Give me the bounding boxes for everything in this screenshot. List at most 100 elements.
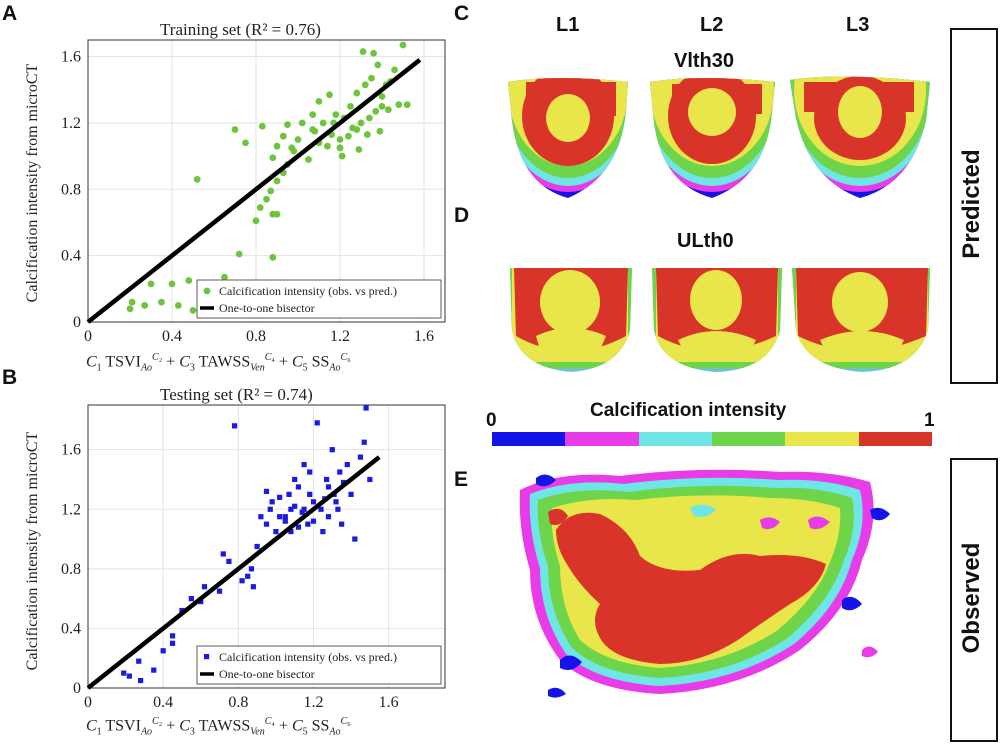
bisector-line: [86, 455, 381, 690]
data-point: [258, 122, 266, 130]
colorbar-segment-4: [785, 432, 859, 446]
data-point: [325, 484, 332, 490]
data-point: [337, 469, 343, 475]
data-point: [269, 499, 275, 505]
data-point: [399, 41, 407, 49]
data-point: [325, 514, 332, 520]
data-point: [378, 93, 386, 100]
data-point: [292, 476, 298, 483]
data-point: [335, 506, 341, 512]
data-point: [298, 119, 306, 127]
data-point: [357, 119, 365, 127]
x-tick-label: 0.8: [246, 328, 266, 345]
data-point: [269, 154, 277, 162]
data-point: [169, 633, 176, 639]
data-point: [226, 558, 232, 564]
data-point: [292, 503, 298, 509]
leaflet-l3-ulth0: [792, 268, 930, 372]
data-point: [136, 658, 142, 664]
data-point: [324, 476, 330, 483]
data-point: [324, 142, 331, 150]
data-point: [307, 469, 313, 475]
data-point: [263, 488, 270, 494]
data-point: [273, 142, 281, 150]
data-point: [282, 514, 288, 520]
data-point: [235, 250, 243, 258]
colorbar-segment-2: [638, 432, 712, 446]
data-point: [258, 514, 264, 520]
legend-label-points: Calcification intensity (obs. vs pred.): [219, 650, 397, 664]
plot-frame: [87, 39, 446, 323]
leaflet-l2-ulth0: [652, 268, 782, 372]
data-point: [128, 298, 136, 306]
predicted-label: Predicted: [958, 149, 985, 259]
data-point: [355, 146, 363, 153]
data-point: [231, 126, 239, 133]
chart-b-xlabel: C1 TSVIAoC₂ + C3 TAWSSVenC₄ + C5 SSAoC₆: [86, 716, 351, 738]
panel-label-a: A: [2, 2, 18, 25]
panel-label-e: E: [454, 468, 469, 491]
panel-label-b: B: [2, 366, 18, 389]
legend-label-bisector: One-to-one bisector: [219, 667, 315, 681]
data-point: [352, 536, 358, 542]
data-point: [333, 499, 339, 505]
data-point: [286, 491, 292, 497]
vlth30-title: Vlth30: [674, 50, 735, 72]
data-point: [185, 277, 193, 284]
data-point: [245, 573, 251, 579]
data-point: [138, 677, 144, 684]
data-point: [310, 518, 317, 524]
observed-label: Observed: [958, 542, 985, 654]
data-point: [339, 521, 345, 527]
column-label-l3: L3: [846, 14, 870, 36]
data-point: [126, 305, 134, 313]
chart-b-plot: 00 0.4 0.4 0.8 0.8 1.2 1.2 1.6 1.6 Calcification …: [61, 404, 446, 711]
legend-box: [196, 645, 442, 685]
data-point: [301, 506, 307, 512]
x-tick-label: 0.4: [162, 328, 182, 345]
y-tick-label: 0.8: [61, 181, 81, 198]
data-point: [305, 156, 312, 163]
data-point: [305, 521, 311, 527]
data-point: [374, 61, 382, 69]
data-point: [288, 506, 294, 512]
observed-box: [950, 458, 998, 742]
x-tick-label: 1.6: [379, 694, 399, 711]
data-point: [290, 147, 298, 155]
colorbar-title: Calcification intensity: [590, 400, 787, 421]
data-point: [320, 529, 326, 535]
data-point: [263, 521, 270, 527]
panel-label-d: D: [454, 204, 470, 227]
leaflet-l1-vlth30: [508, 78, 628, 198]
legend-marker: [203, 287, 211, 295]
data-point: [231, 423, 238, 429]
data-point: [357, 454, 364, 460]
x-tick-label: 0.8: [228, 694, 248, 711]
data-point: [378, 102, 386, 110]
data-point: [363, 131, 371, 138]
y-tick-label: 1.2: [61, 501, 81, 518]
data-point: [263, 195, 270, 203]
data-point: [348, 491, 354, 497]
colorbar-segment-1: [565, 432, 639, 446]
data-point: [309, 111, 317, 119]
data-point: [295, 484, 302, 490]
data-point: [340, 479, 347, 486]
data-point: [332, 111, 340, 119]
data-point: [188, 596, 194, 602]
data-point: [295, 524, 302, 530]
x-tick-label: 1.2: [303, 694, 323, 711]
data-point: [301, 461, 307, 468]
bisector-line: [86, 58, 422, 324]
data-point: [294, 136, 302, 143]
data-point: [366, 114, 373, 122]
data-point: [345, 132, 352, 140]
data-point: [353, 89, 361, 97]
data-point: [282, 518, 288, 524]
data-point: [284, 121, 291, 128]
data-point: [151, 667, 157, 673]
data-point: [319, 119, 327, 127]
leaflet-l1-ulth0: [510, 268, 632, 372]
data-point: [220, 551, 226, 557]
data-point: [242, 139, 249, 147]
